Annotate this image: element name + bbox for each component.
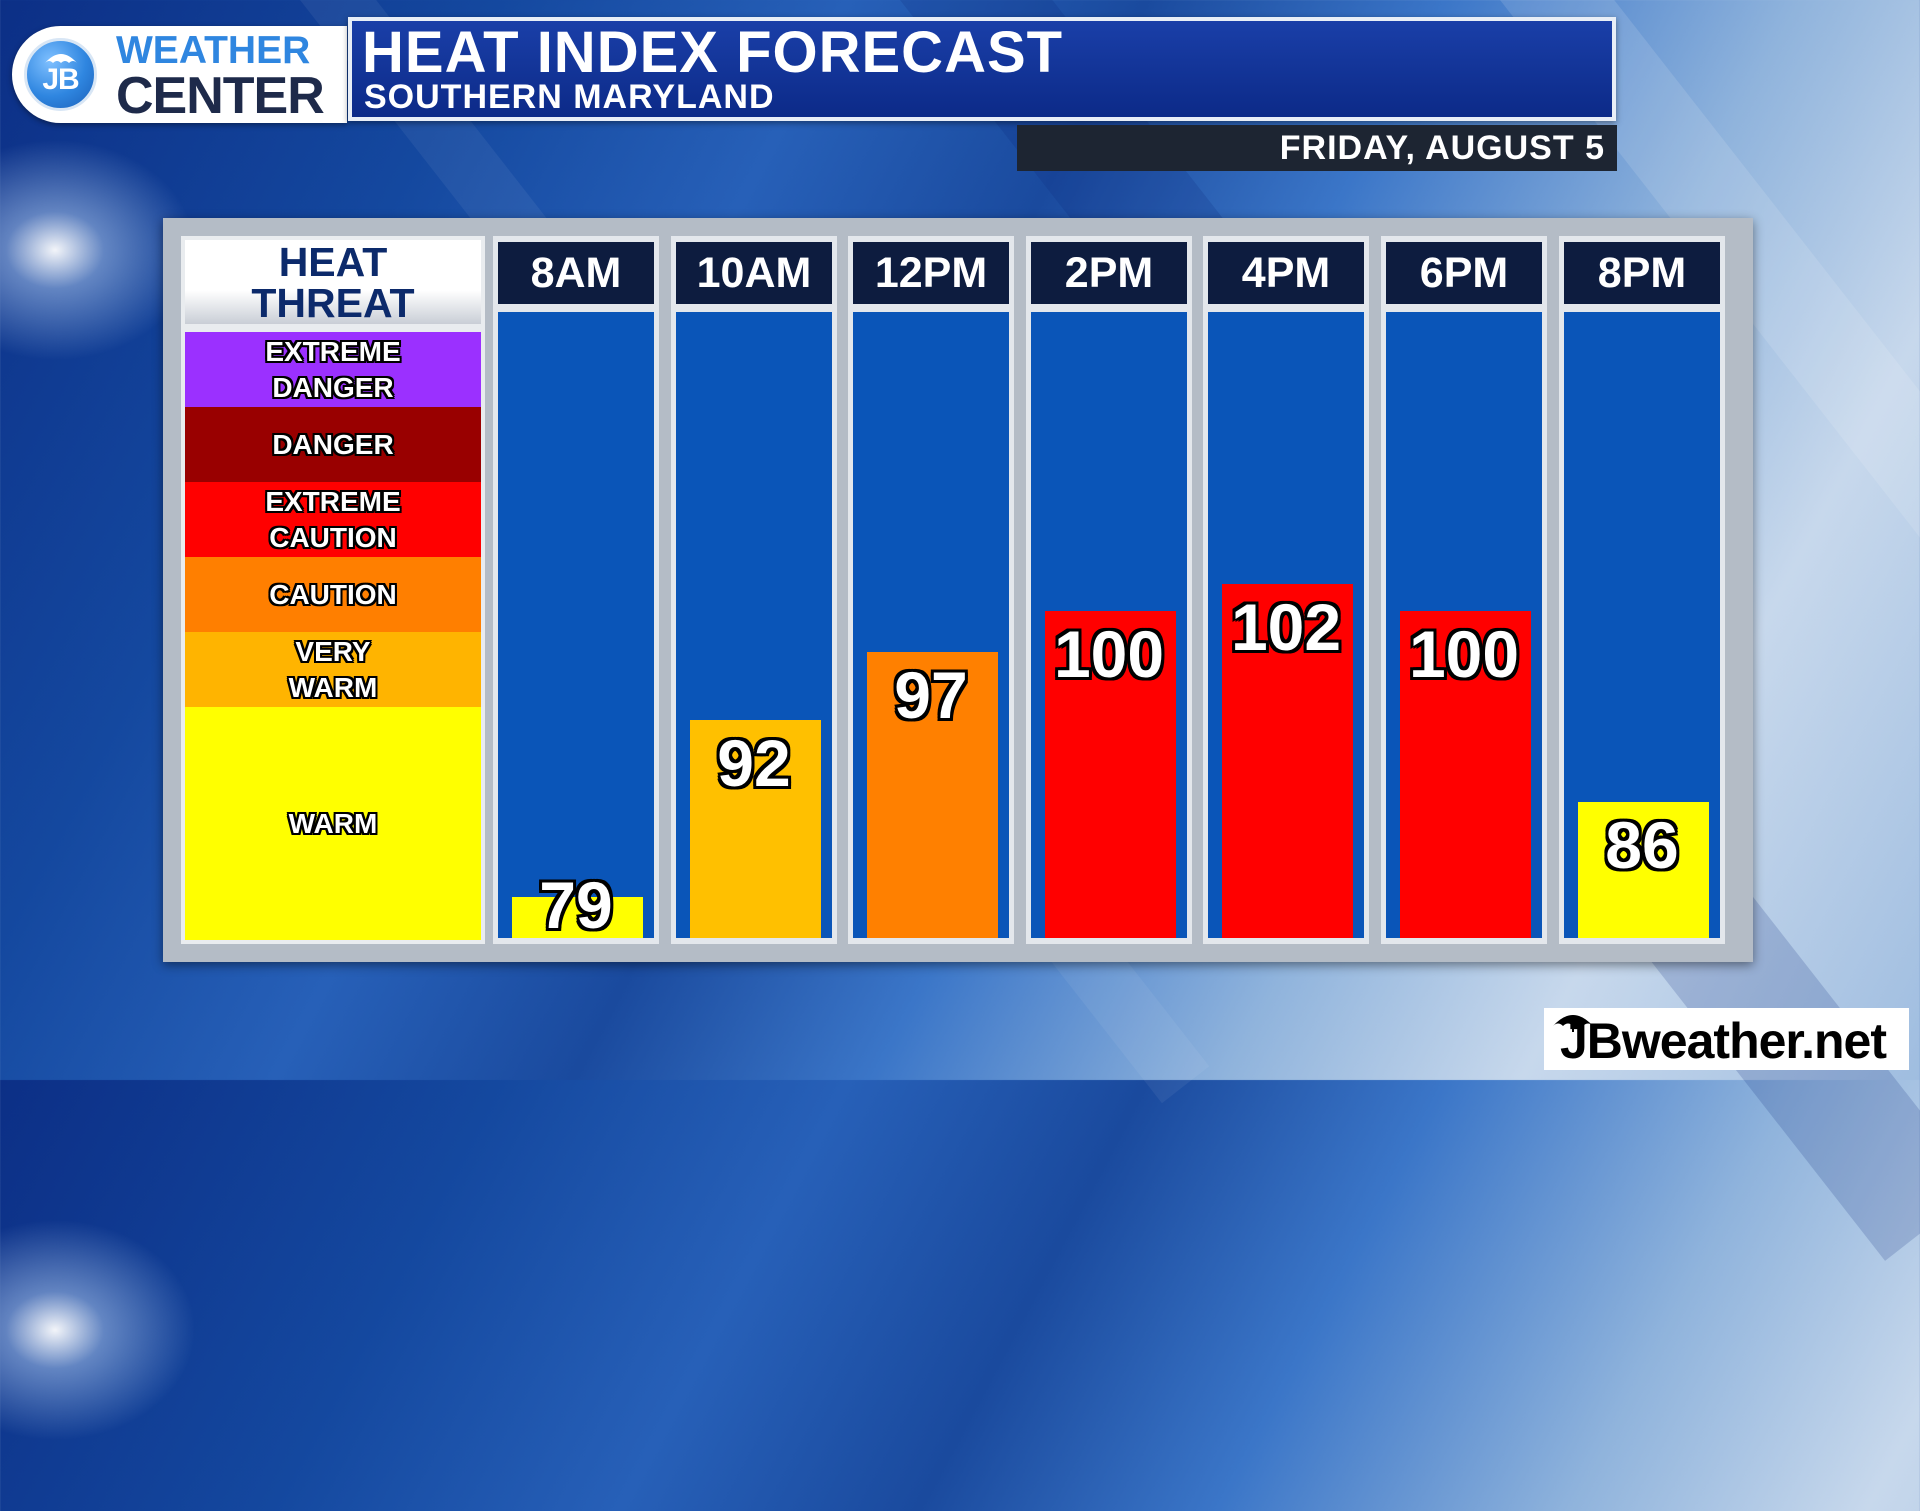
bar-value-label: 100 — [1053, 617, 1165, 691]
legend-band: EXTREME CAUTION — [185, 482, 481, 557]
chart-panel: HEAT THREAT EXTREME DANGER DANGER EXTREME … — [163, 218, 1753, 962]
bar-track: 92 — [676, 312, 832, 938]
bar-track: 100 — [1031, 312, 1187, 938]
bar-track: 100 — [1386, 312, 1542, 938]
umbrella-icon — [1553, 1015, 1593, 1032]
heat-index-bar — [1578, 802, 1709, 938]
time-label: 2PM — [1031, 242, 1187, 304]
time-label: 4PM — [1208, 242, 1364, 304]
heat-index-bar — [867, 652, 998, 938]
time-label: 12PM — [853, 242, 1009, 304]
bar-track: 97 — [853, 312, 1009, 938]
heat-index-bar — [1045, 611, 1176, 938]
time-column: 12PM 97 — [848, 236, 1014, 944]
time-column: 4PM 102 — [1203, 236, 1369, 944]
bar-value-label: 86 — [1605, 808, 1679, 882]
legend-band: DANGER — [185, 407, 481, 482]
chart-title: HEAT INDEX FORECAST — [362, 20, 1064, 85]
bar-value-label: 97 — [894, 658, 968, 732]
jb-badge-text: JB — [42, 63, 79, 96]
legend-band: WARM — [185, 707, 481, 940]
umbrella-icon — [45, 54, 77, 63]
logo-center-text: CENTER — [116, 67, 325, 125]
bar-value-label: 100 — [1408, 617, 1520, 691]
time-label: 8AM — [498, 242, 654, 304]
bar-track: 86 — [1564, 312, 1720, 938]
jb-badge: JB — [24, 38, 97, 111]
heat-index-bar — [1400, 611, 1531, 938]
jbweather-logo: JBweather.net — [1544, 1008, 1909, 1070]
time-column: 8PM 86 — [1559, 236, 1725, 944]
heat-threat-legend: HEAT THREAT EXTREME DANGER DANGER EXTREME … — [181, 236, 485, 944]
heat-index-bar — [690, 720, 821, 938]
time-column: 8AM 79 — [493, 236, 659, 944]
bar-track: 102 — [1208, 312, 1364, 938]
chart-subtitle: SOUTHERN MARYLAND — [364, 78, 775, 116]
weather-center-logo: JB WEATHER CENTER — [12, 26, 347, 125]
legend-band: CAUTION — [185, 557, 481, 632]
heat-index-bar — [1222, 584, 1353, 938]
bar-value-label: 79 — [539, 868, 613, 942]
legend-band: EXTREME DANGER — [185, 332, 481, 407]
heat-index-bar — [512, 897, 643, 938]
time-label: 10AM — [676, 242, 832, 304]
title-banner: HEAT INDEX FORECAST SOUTHERN MARYLAND — [348, 17, 1616, 121]
bar-value-label: 92 — [717, 726, 791, 800]
time-column: 6PM 100 — [1381, 236, 1547, 944]
legend-title: HEAT THREAT — [185, 240, 481, 324]
legend-band: VERY WARM — [185, 632, 481, 707]
bar-track: 79 — [498, 312, 654, 938]
time-column: 10AM 92 — [671, 236, 837, 944]
bar-value-label: 102 — [1230, 590, 1342, 664]
time-label: 8PM — [1564, 242, 1720, 304]
jbweather-text: JBweather.net — [1560, 1013, 1887, 1069]
logo-weather-text: WEATHER — [116, 29, 311, 72]
time-column: 2PM 100 — [1026, 236, 1192, 944]
time-label: 6PM — [1386, 242, 1542, 304]
date-label: FRIDAY, AUGUST 5 — [1017, 125, 1617, 171]
